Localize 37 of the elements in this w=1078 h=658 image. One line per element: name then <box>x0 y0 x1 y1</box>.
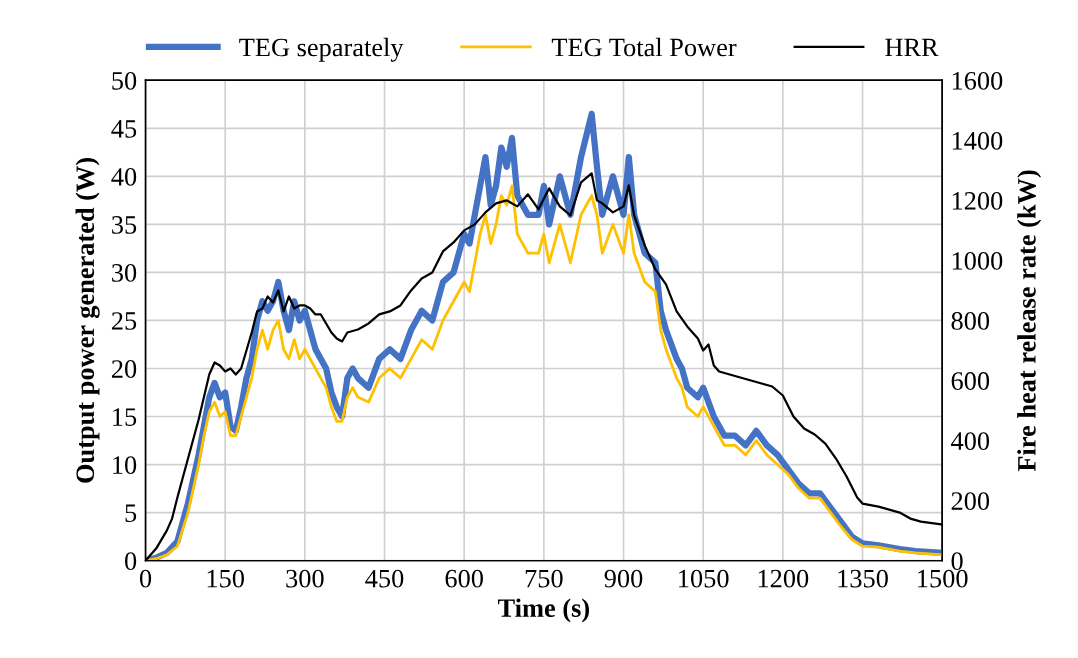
y-axis-title: Output power generated (W) <box>75 158 100 483</box>
x-tick-label: 750 <box>525 569 563 588</box>
y2-tick-label: 0 <box>951 552 963 571</box>
y2-tick-label: 600 <box>951 372 990 390</box>
y2-tick-label: 1000 <box>952 252 1003 270</box>
y-tick-label: 50 <box>112 71 137 90</box>
y2-tick-label: 800 <box>951 312 990 330</box>
legend-label: TEG Total Power <box>551 37 737 57</box>
y-tick-label: 0 <box>125 552 137 571</box>
x-tick-label: 600 <box>445 569 483 588</box>
x-tick-label: 300 <box>286 569 324 588</box>
y2-tick-label: 1600 <box>952 71 1003 90</box>
y2-tick-label: 200 <box>951 492 990 510</box>
x-tick-label: 150 <box>207 569 244 588</box>
y-tick-label: 20 <box>111 360 137 378</box>
x-axis-title: Time (s) <box>497 598 589 623</box>
y2-tick-label: 400 <box>951 432 990 450</box>
x-tick-label: 0 <box>139 569 152 588</box>
x-tick-label: 1050 <box>679 569 729 588</box>
y-tick-label: 35 <box>112 216 137 234</box>
x-tick-label: 1350 <box>838 569 888 588</box>
x-tick-label: 1200 <box>758 569 809 588</box>
y2-tick-label: 1400 <box>952 131 1003 150</box>
y-tick-label: 45 <box>111 120 137 138</box>
y-tick-label: 30 <box>112 264 137 282</box>
legend-label: TEG separately <box>239 37 404 62</box>
x-tick-label: 450 <box>365 569 404 588</box>
x-tick-label: 1500 <box>918 569 968 588</box>
legend-label: HRR <box>885 38 939 57</box>
y-tick-label: 5 <box>125 504 137 522</box>
y-tick-label: 10 <box>113 456 137 474</box>
y2-axis-title: Fire heat release rate (kW) <box>1017 170 1042 472</box>
y-tick-label: 15 <box>113 408 137 426</box>
y-tick-label: 40 <box>111 167 137 186</box>
y2-tick-label: 1200 <box>952 191 1003 210</box>
y-tick-label: 25 <box>111 312 137 330</box>
x-tick-label: 900 <box>604 569 643 588</box>
